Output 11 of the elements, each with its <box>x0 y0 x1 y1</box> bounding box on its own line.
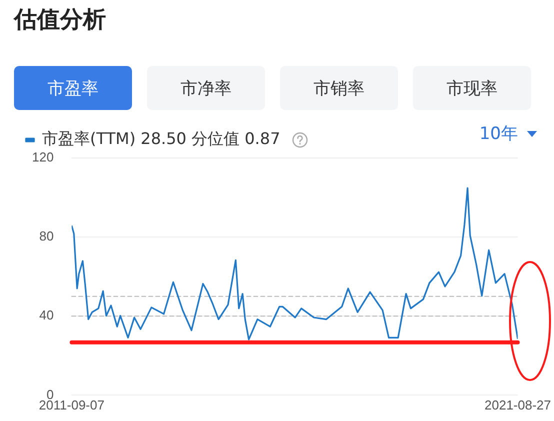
y-tick-label: 120 <box>32 150 54 165</box>
chart-title: 估值分析 <box>14 6 106 35</box>
text: 10年 <box>479 124 518 144</box>
text: 市净率 <box>147 66 265 110</box>
text: 市现率 <box>413 66 531 110</box>
x-tick-label: 2021-08-27 <box>484 398 551 413</box>
legend-label: 市盈率(TTM) 28.50 分位值 0.87 <box>42 129 280 148</box>
text: 市销率 <box>280 66 398 110</box>
y-tick-label: 40 <box>39 308 54 323</box>
text: 市盈率 <box>14 66 132 110</box>
y-tick-label: 80 <box>39 228 54 244</box>
